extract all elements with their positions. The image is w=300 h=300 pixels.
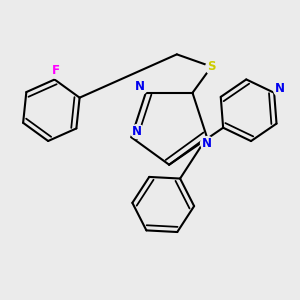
Text: N: N bbox=[135, 80, 145, 93]
Text: S: S bbox=[207, 60, 216, 73]
Text: N: N bbox=[132, 125, 142, 138]
Text: N: N bbox=[202, 136, 212, 150]
Text: N: N bbox=[275, 82, 285, 95]
Text: F: F bbox=[52, 64, 59, 77]
